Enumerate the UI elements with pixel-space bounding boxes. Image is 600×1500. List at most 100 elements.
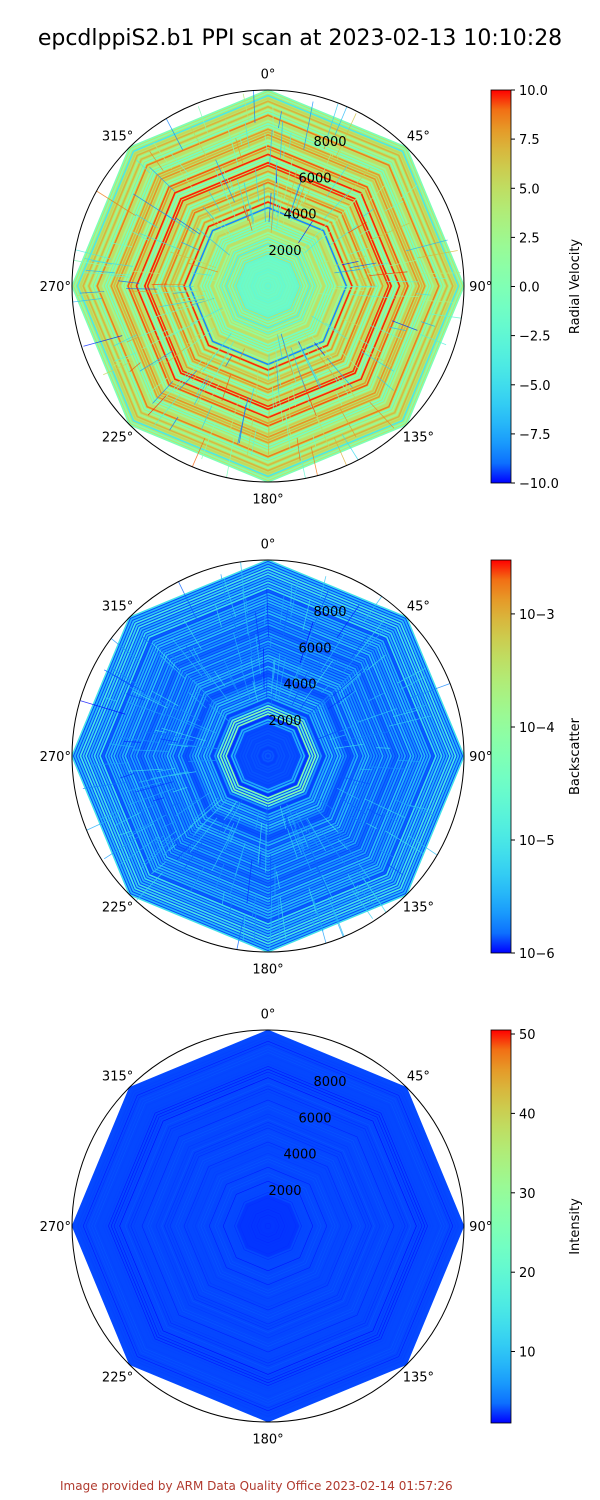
data-streak: [419, 333, 447, 346]
range-band: [76, 564, 460, 948]
data-streak: [195, 382, 210, 407]
colorbar-tick-label: 40: [519, 1107, 536, 1122]
range-band: [116, 1074, 420, 1378]
data-streak: [325, 322, 341, 333]
data-streak: [341, 776, 370, 785]
data-streak: [79, 291, 105, 294]
data-streak: [321, 874, 334, 901]
data-streak: [327, 690, 354, 710]
range-band: [91, 1049, 445, 1403]
data-streak: [347, 873, 359, 895]
data-streak: [152, 304, 197, 319]
range-band: [202, 220, 334, 352]
range-band: [135, 623, 401, 889]
data-streak: [275, 653, 281, 699]
range-band: [133, 1091, 403, 1361]
colorbar-tick-label: 10−6: [519, 947, 555, 962]
data-streak: [175, 217, 201, 235]
range-band: [208, 1166, 328, 1286]
data-streak: [206, 309, 225, 321]
range-band: [158, 1116, 378, 1336]
range-tick-label: 2000: [268, 244, 301, 259]
data-streak: [132, 749, 168, 752]
range-band: [105, 1063, 431, 1389]
data-streak: [151, 861, 166, 875]
data-streak: [221, 167, 233, 190]
data-streak: [302, 191, 308, 204]
data-streak: [302, 219, 331, 249]
data-streak: [386, 863, 404, 876]
data-streak: [317, 353, 335, 378]
data-streak: [72, 298, 102, 303]
polar-frame: [71, 559, 465, 953]
range-tick-label: 6000: [298, 1111, 331, 1126]
data-streak: [214, 864, 225, 890]
data-streak: [285, 415, 293, 442]
polar-frame: [71, 89, 465, 483]
data-streak: [376, 747, 391, 749]
data-streak: [334, 744, 363, 749]
range-band: [90, 108, 446, 464]
data-streak: [273, 390, 277, 407]
range-band: [108, 1066, 428, 1386]
range-band: [222, 1180, 314, 1272]
data-streak: [119, 773, 134, 779]
data-streak: [91, 260, 133, 267]
angle-tick-label: 225°: [102, 900, 133, 915]
colorbar-tick-label: 2.5: [519, 231, 540, 246]
data-streak: [200, 664, 229, 702]
data-streak: [125, 693, 146, 701]
data-streak: [110, 275, 130, 278]
data-streak: [236, 918, 244, 950]
range-band: [107, 595, 429, 917]
data-streak: [206, 213, 219, 228]
data-streak: [113, 352, 137, 362]
angle-tick-label: 180°: [252, 1433, 283, 1448]
data-streak: [344, 731, 390, 741]
data-streak: [163, 841, 176, 856]
data-streak: [270, 189, 274, 233]
data-streak: [311, 336, 333, 359]
data-streak: [193, 378, 209, 405]
data-streak: [138, 804, 155, 813]
range-band: [166, 184, 370, 388]
range-band: [72, 560, 464, 952]
angle-tick-label: 270°: [40, 280, 71, 295]
range-band: [113, 1071, 423, 1381]
angle-tick-label: 0°: [261, 67, 276, 82]
data-streak: [153, 142, 172, 170]
data-streak: [225, 355, 233, 367]
data-streak: [299, 621, 314, 664]
data-streak: [244, 205, 253, 231]
range-band: [146, 634, 390, 878]
data-streak: [330, 658, 339, 670]
range-band: [231, 1189, 305, 1263]
data-streak: [358, 864, 371, 880]
range-band: [216, 704, 320, 808]
data-streak: [333, 255, 367, 267]
data-streak: [164, 283, 186, 286]
range-band: [82, 1040, 454, 1412]
range-band: [233, 251, 303, 321]
range-band: [132, 620, 404, 892]
data-streak: [380, 849, 393, 858]
data-streak: [397, 759, 422, 762]
data-streak: [366, 270, 382, 275]
data-streak: [166, 714, 210, 734]
data-streak: [286, 171, 297, 210]
range-band: [234, 1192, 302, 1260]
data-streak: [353, 783, 368, 790]
data-streak: [304, 660, 333, 701]
data-streak: [103, 360, 133, 376]
data-streak: [118, 830, 131, 836]
data-streak: [225, 193, 236, 217]
colorbar-tick-label: 10.0: [519, 84, 548, 99]
data-streak: [180, 709, 201, 722]
data-streak: [181, 241, 200, 251]
data-streak: [236, 179, 248, 215]
data-streak: [177, 298, 214, 308]
range-band: [121, 609, 415, 903]
data-streak: [135, 781, 174, 793]
range-band: [79, 97, 457, 475]
range-band: [211, 229, 325, 343]
